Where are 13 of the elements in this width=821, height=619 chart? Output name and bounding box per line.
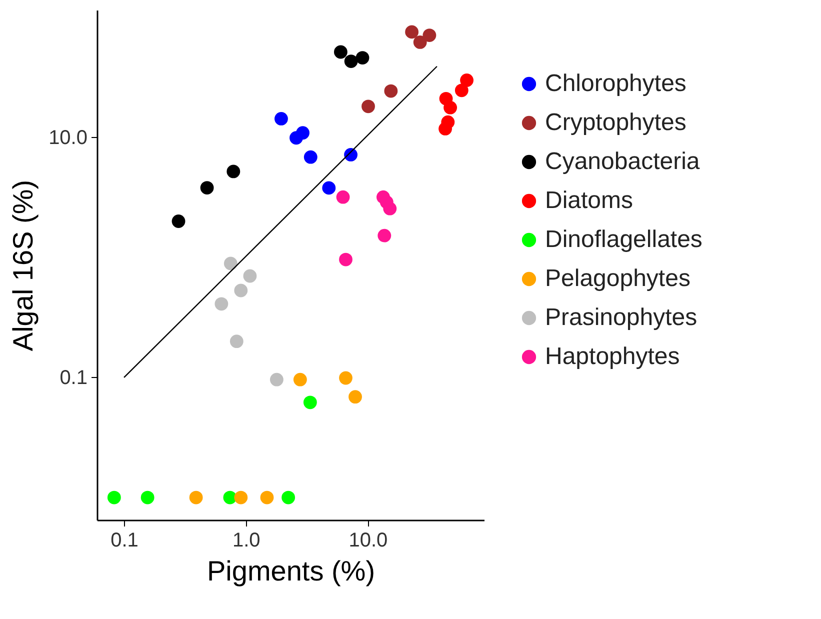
x-tick-label: 1.0 [232,530,260,552]
legend-label: Dinoflagellates [545,226,702,253]
x-tick-label: 10.0 [348,530,388,552]
x-axis-title: Pigments (%) [206,556,376,586]
x-tick-label: 0.1 [110,530,138,552]
legend-label: Pelagophytes [545,265,690,292]
legend-label: Haptophytes [545,343,680,370]
legend-label: Prasinophytes [545,304,698,331]
legend-label: Cryptophytes [545,109,686,136]
legend-label: Diatoms [545,187,634,214]
legend-label: Cyanobacteria [545,148,700,175]
y-axis-title: Algal 16S (%) [8,180,39,352]
legend-label: Chlorophytes [545,70,686,97]
